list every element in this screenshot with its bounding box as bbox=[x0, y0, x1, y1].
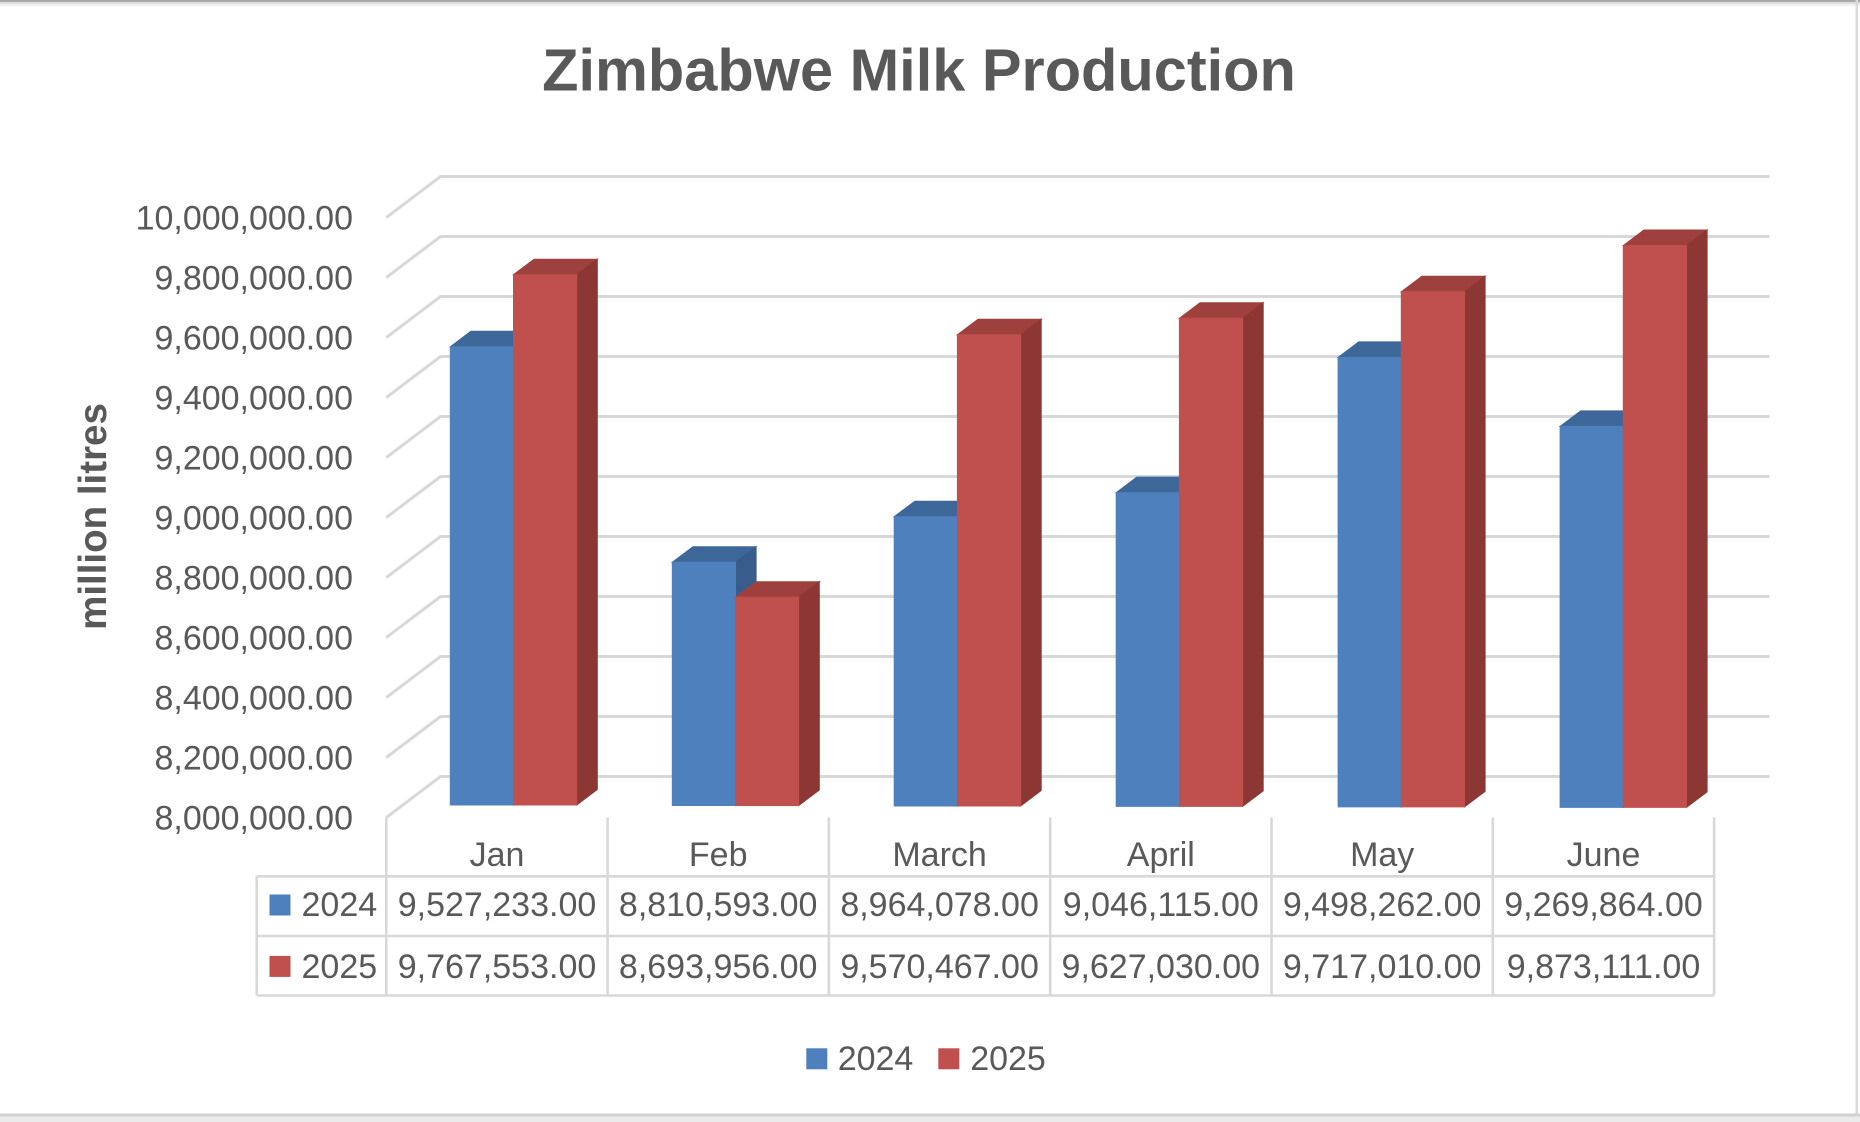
svg-text:March: March bbox=[892, 836, 986, 874]
svg-text:2024: 2024 bbox=[302, 886, 378, 924]
svg-text:8,964,078.00: 8,964,078.00 bbox=[840, 886, 1039, 924]
svg-text:9,269,864.00: 9,269,864.00 bbox=[1504, 886, 1703, 924]
svg-text:9,627,030.00: 9,627,030.00 bbox=[1062, 948, 1261, 986]
svg-text:Jan: Jan bbox=[470, 836, 525, 874]
svg-text:9,717,010.00: 9,717,010.00 bbox=[1283, 948, 1482, 986]
svg-text:8,810,593.00: 8,810,593.00 bbox=[619, 886, 818, 924]
svg-text:9,000,000.00: 9,000,000.00 bbox=[154, 500, 353, 538]
svg-text:9,570,467.00: 9,570,467.00 bbox=[840, 948, 1039, 986]
svg-text:9,046,115.00: 9,046,115.00 bbox=[1063, 886, 1259, 924]
svg-text:9,400,000.00: 9,400,000.00 bbox=[154, 380, 353, 418]
svg-text:8,400,000.00: 8,400,000.00 bbox=[154, 680, 353, 718]
svg-text:million litres: million litres bbox=[72, 403, 115, 630]
svg-text:2025: 2025 bbox=[970, 1040, 1046, 1078]
svg-text:2024: 2024 bbox=[838, 1040, 914, 1078]
svg-text:9,527,233.00: 9,527,233.00 bbox=[398, 886, 597, 924]
svg-text:8,200,000.00: 8,200,000.00 bbox=[154, 740, 353, 778]
svg-text:8,600,000.00: 8,600,000.00 bbox=[154, 620, 353, 658]
svg-text:Feb: Feb bbox=[689, 836, 748, 874]
svg-text:8,800,000.00: 8,800,000.00 bbox=[154, 560, 353, 598]
svg-text:9,200,000.00: 9,200,000.00 bbox=[154, 440, 353, 478]
svg-text:8,000,000.00: 8,000,000.00 bbox=[154, 800, 353, 838]
svg-text:10,000,000.00: 10,000,000.00 bbox=[136, 200, 353, 238]
svg-text:April: April bbox=[1127, 836, 1195, 874]
svg-text:May: May bbox=[1350, 836, 1414, 874]
svg-text:Zimbabwe Milk Production: Zimbabwe Milk Production bbox=[542, 37, 1296, 104]
svg-text:9,800,000.00: 9,800,000.00 bbox=[154, 260, 353, 298]
svg-text:9,498,262.00: 9,498,262.00 bbox=[1283, 886, 1482, 924]
svg-text:9,767,553.00: 9,767,553.00 bbox=[398, 948, 597, 986]
svg-text:2025: 2025 bbox=[302, 948, 378, 986]
svg-text:8,693,956.00: 8,693,956.00 bbox=[619, 948, 818, 986]
svg-text:June: June bbox=[1567, 836, 1641, 874]
svg-text:9,600,000.00: 9,600,000.00 bbox=[154, 320, 353, 358]
svg-text:9,873,111.00: 9,873,111.00 bbox=[1507, 948, 1700, 986]
